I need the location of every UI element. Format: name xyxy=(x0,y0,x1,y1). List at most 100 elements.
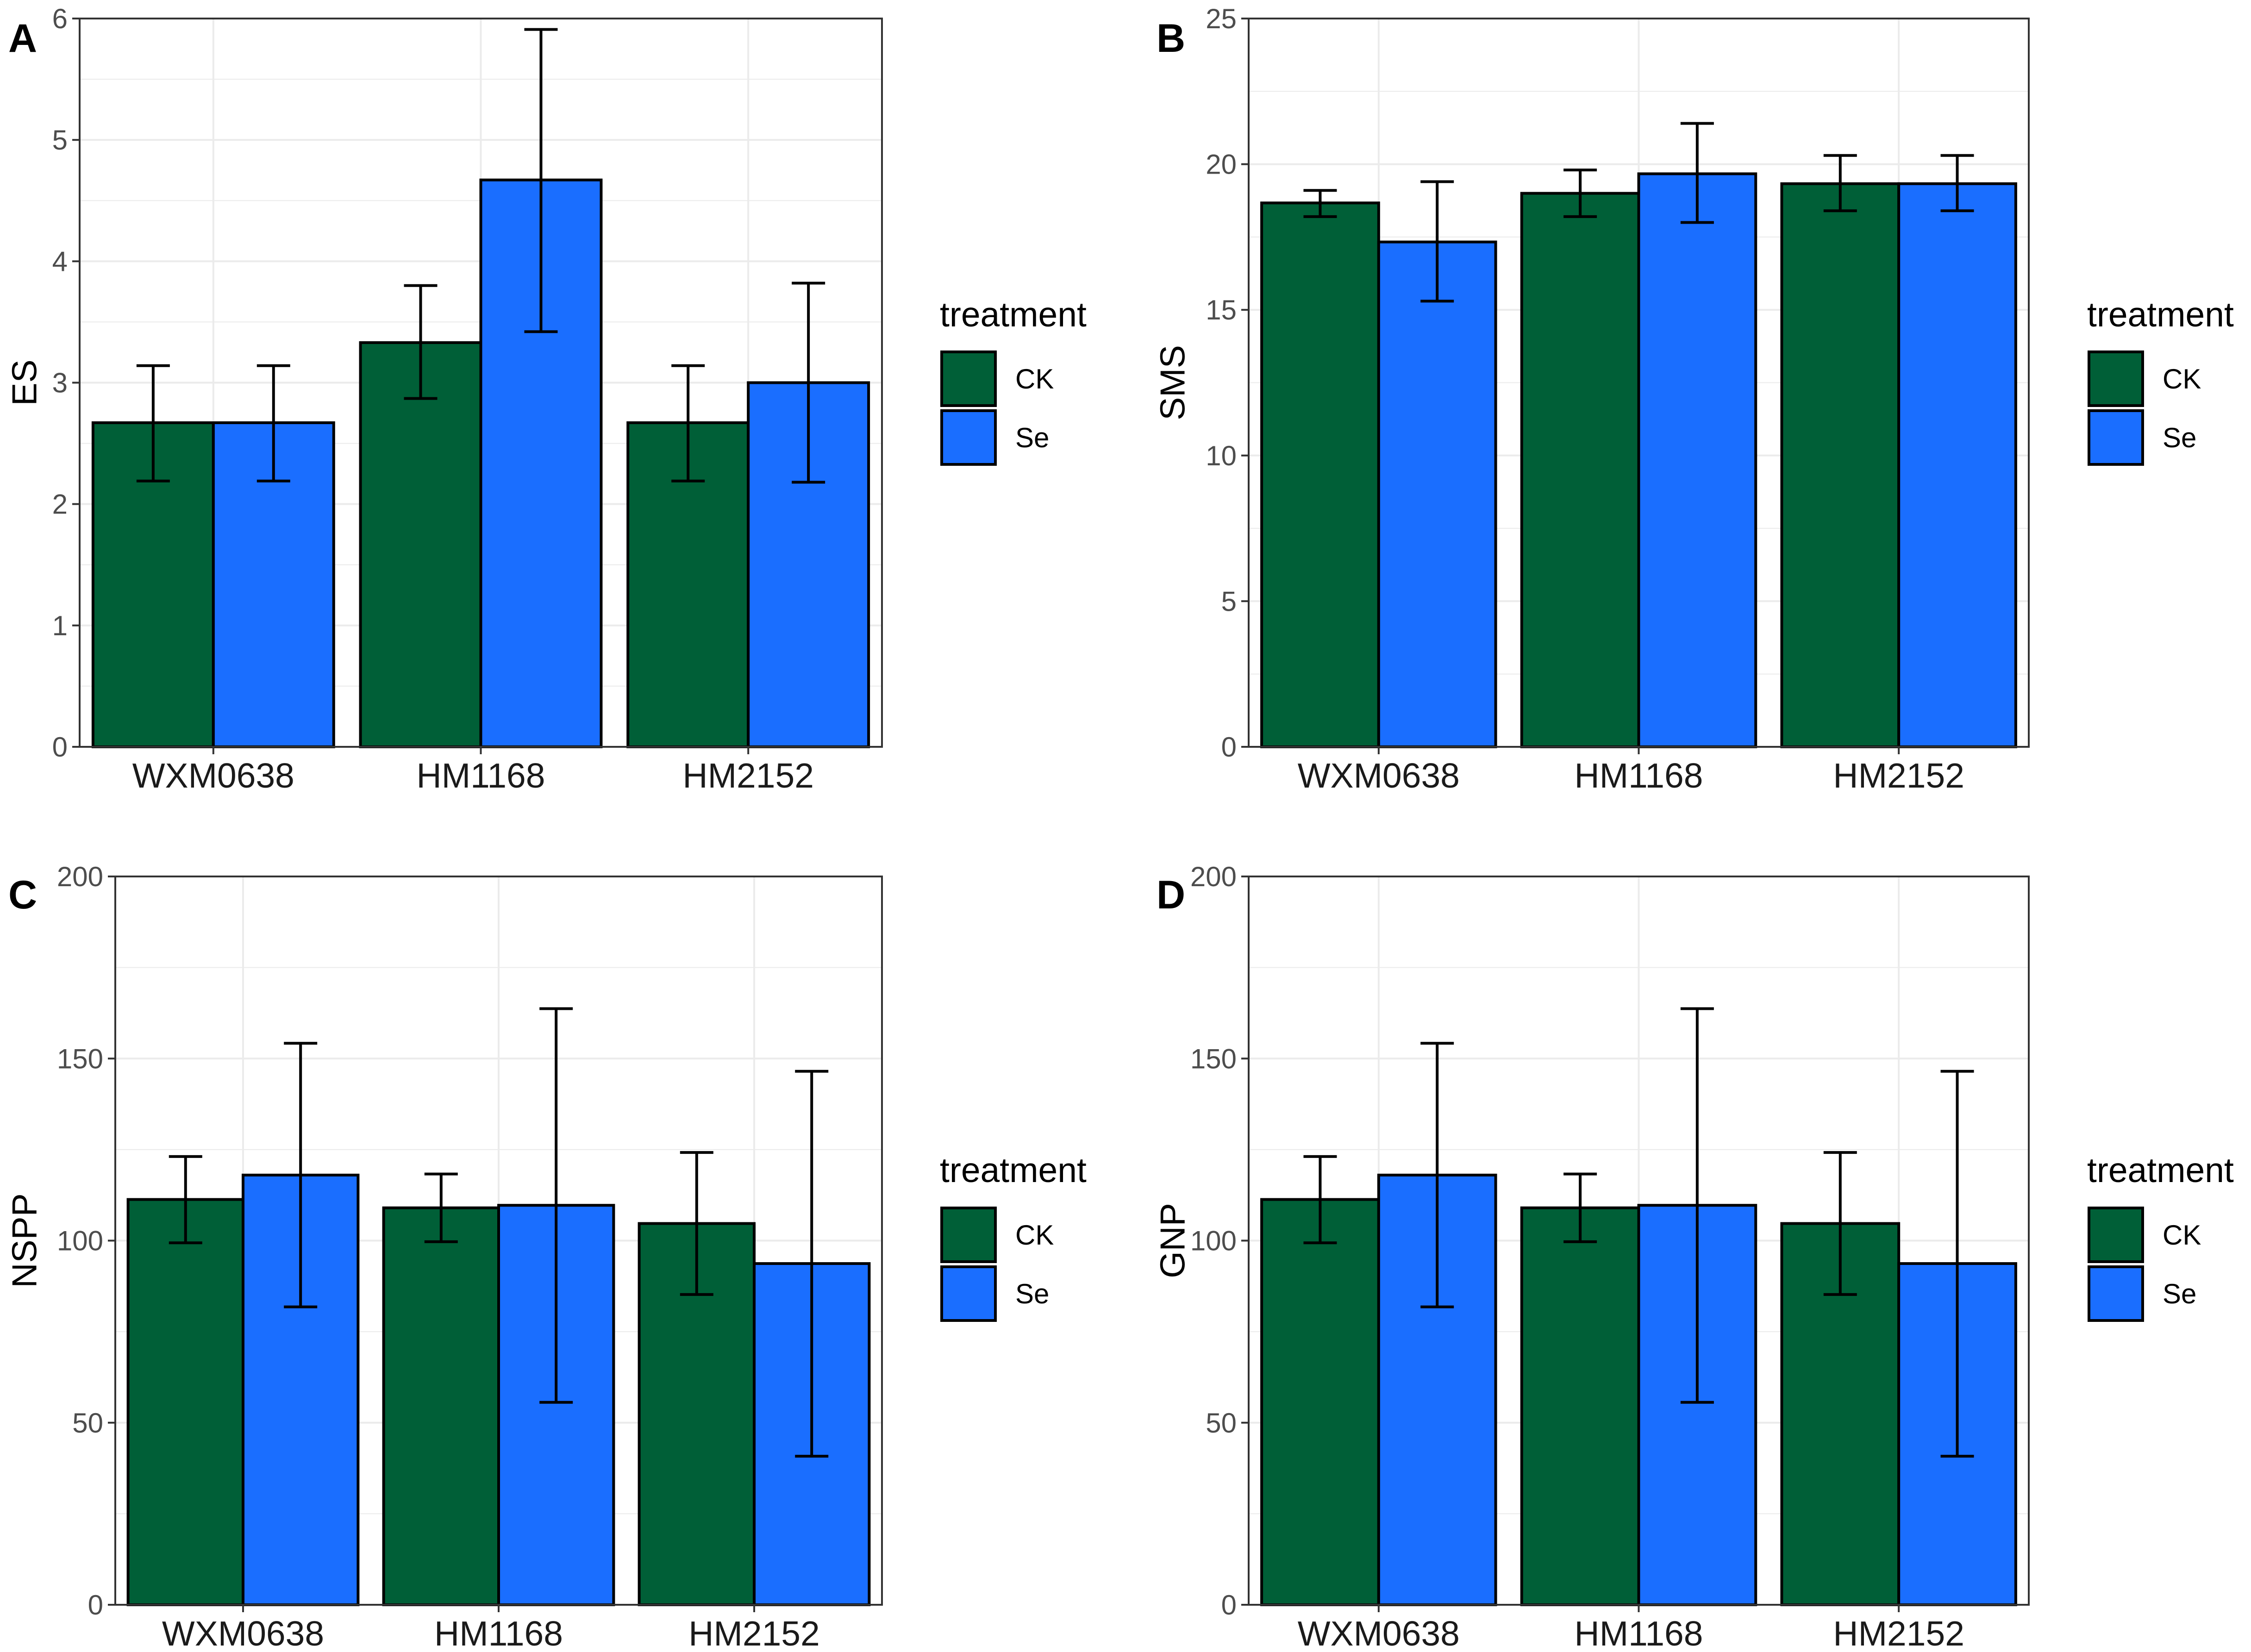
x-tick-label-d: HM1168 xyxy=(1575,1614,1703,1652)
bar-b-ck-hm1168 xyxy=(1520,192,1640,748)
error-bar-d-ck-wxm0638 xyxy=(1303,1155,1337,1245)
error-bar-d-ck-hm1168 xyxy=(1563,1172,1597,1243)
legend-swatch-se xyxy=(940,409,997,466)
error-bar-d-se-wxm0638 xyxy=(1420,1042,1454,1308)
y-tick-label-a: 0 xyxy=(52,732,68,763)
error-bar-c-se-wxm0638 xyxy=(284,1042,318,1308)
x-tick-label-a: WXM0638 xyxy=(132,756,294,795)
bar-b-ck-hm2152 xyxy=(1780,182,1901,749)
error-bar-a-ck-wxm0638 xyxy=(136,364,170,482)
x-tick-label-c: HM2152 xyxy=(688,1614,819,1652)
bar-b-se-hm2152 xyxy=(1897,182,2017,749)
legend-title: treatment xyxy=(2087,295,2234,334)
legend-swatch-ck xyxy=(940,350,997,407)
legend-label-se: Se xyxy=(1015,422,1049,453)
legend-label-ck: CK xyxy=(2163,363,2201,394)
error-bar-a-se-hm2152 xyxy=(792,282,825,484)
bar-a-ck-hm1168 xyxy=(359,341,482,748)
error-bar-b-se-hm1168 xyxy=(1680,122,1714,224)
legend-d: treatment CK Se xyxy=(2087,1151,2234,1322)
y-tick-label-d: 150 xyxy=(1190,1043,1237,1074)
error-bar-a-se-wxm0638 xyxy=(256,364,290,482)
y-tick-label-a: 3 xyxy=(52,368,68,399)
legend-swatch-ck xyxy=(2088,1207,2144,1263)
error-bar-c-ck-hm1168 xyxy=(424,1172,458,1243)
legend-label-ck: CK xyxy=(1015,363,1054,394)
y-tick-label-a: 2 xyxy=(52,489,68,520)
legend-swatch-ck xyxy=(940,1207,997,1263)
panel-letter-b: B xyxy=(1157,16,1185,61)
legend-a: treatment CK Se xyxy=(940,295,1087,466)
y-axis-title-a: ES xyxy=(5,359,44,406)
y-tick-label-a: 6 xyxy=(52,3,68,34)
x-tick-label-d: WXM0638 xyxy=(1298,1614,1460,1652)
bar-c-ck-hm1168 xyxy=(382,1206,500,1607)
bar-b-se-hm1168 xyxy=(1637,172,1757,748)
bar-b-ck-wxm0638 xyxy=(1260,201,1380,749)
panel-letter-a: A xyxy=(8,16,37,61)
x-tick-label-a: HM1168 xyxy=(417,756,545,795)
bar-d-ck-wxm0638 xyxy=(1260,1198,1380,1606)
y-tick-label-b: 0 xyxy=(1221,732,1237,763)
legend-swatch-se xyxy=(2088,1265,2144,1322)
y-axis-title-c: NSPP xyxy=(5,1193,44,1288)
error-bar-d-se-hm1168 xyxy=(1680,1007,1714,1404)
y-axis-title-d: GNP xyxy=(1153,1203,1192,1278)
x-tick-label-a: HM2152 xyxy=(682,756,813,795)
y-tick-label-a: 4 xyxy=(52,246,68,277)
y-tick-label-b: 25 xyxy=(1206,3,1237,34)
y-tick-label-b: 5 xyxy=(1221,586,1237,617)
y-tick-label-b: 15 xyxy=(1206,294,1237,325)
legend-swatch-se xyxy=(2088,409,2144,466)
panel-letter-d: D xyxy=(1157,873,1185,917)
legend-label-ck: CK xyxy=(2163,1220,2201,1251)
x-tick-label-b: HM2152 xyxy=(1833,756,1964,795)
error-bar-a-ck-hm2152 xyxy=(671,364,705,482)
x-tick-label-d: HM2152 xyxy=(1833,1614,1964,1652)
panel-letter-c: C xyxy=(8,873,37,917)
panel-c: 0 50 100 150 200 WXM0638 HM1168 HM2152 NSPP Ctrea… xyxy=(5,861,1087,1652)
error-bar-b-ck-hm1168 xyxy=(1563,169,1597,218)
legend-label-se: Se xyxy=(2163,422,2196,453)
legend-b: treatment CK Se xyxy=(2087,295,2234,466)
error-bar-d-ck-hm2152 xyxy=(1823,1151,1857,1296)
y-tick-label-c: 200 xyxy=(57,861,103,892)
error-bar-b-ck-hm2152 xyxy=(1823,154,1857,213)
x-tick-label-b: WXM0638 xyxy=(1298,756,1460,795)
error-bar-c-ck-wxm0638 xyxy=(169,1155,202,1245)
error-bar-b-se-wxm0638 xyxy=(1420,180,1454,303)
legend-label-se: Se xyxy=(1015,1278,1049,1309)
panel-b: 0 5 10 15 20 25 WXM0638 HM1168 HM2152 SMS Btreatme… xyxy=(1153,3,2234,795)
x-tick-label-b: HM1168 xyxy=(1575,756,1703,795)
error-bar-c-ck-hm2152 xyxy=(680,1151,713,1296)
y-tick-label-d: 0 xyxy=(1221,1589,1237,1621)
bar-c-ck-wxm0638 xyxy=(126,1198,244,1606)
y-tick-label-d: 50 xyxy=(1206,1408,1237,1439)
y-tick-label-d: 200 xyxy=(1190,861,1237,892)
legend-label-se: Se xyxy=(2163,1278,2196,1309)
y-tick-label-b: 10 xyxy=(1206,440,1237,471)
x-tick-label-c: HM1168 xyxy=(434,1614,563,1652)
error-bar-c-se-hm2152 xyxy=(795,1070,829,1458)
error-bar-a-ck-hm1168 xyxy=(404,284,438,400)
y-tick-label-c: 0 xyxy=(88,1589,103,1621)
legend-label-ck: CK xyxy=(1015,1220,1054,1251)
panel-d: 0 50 100 150 200 WXM0638 HM1168 HM2152 GNP Dtreat… xyxy=(1153,861,2234,1652)
y-tick-label-c: 50 xyxy=(72,1408,103,1439)
y-axis-title-b: SMS xyxy=(1153,345,1192,420)
error-bar-c-se-hm1168 xyxy=(539,1007,573,1404)
legend-title: treatment xyxy=(940,295,1087,334)
legend-swatch-se xyxy=(940,1265,997,1322)
x-tick-label-c: WXM0638 xyxy=(162,1614,324,1652)
y-tick-label-a: 5 xyxy=(52,125,68,156)
legend-title: treatment xyxy=(940,1151,1087,1189)
y-tick-label-a: 1 xyxy=(52,610,68,641)
bar-b-se-wxm0638 xyxy=(1377,240,1497,748)
legend-swatch-ck xyxy=(2088,350,2144,407)
y-tick-label-c: 100 xyxy=(57,1226,103,1257)
y-tick-label-b: 20 xyxy=(1206,149,1237,180)
error-bar-a-se-hm1168 xyxy=(524,28,558,333)
error-bar-b-ck-wxm0638 xyxy=(1303,189,1337,218)
error-bar-d-se-hm2152 xyxy=(1940,1070,1974,1458)
